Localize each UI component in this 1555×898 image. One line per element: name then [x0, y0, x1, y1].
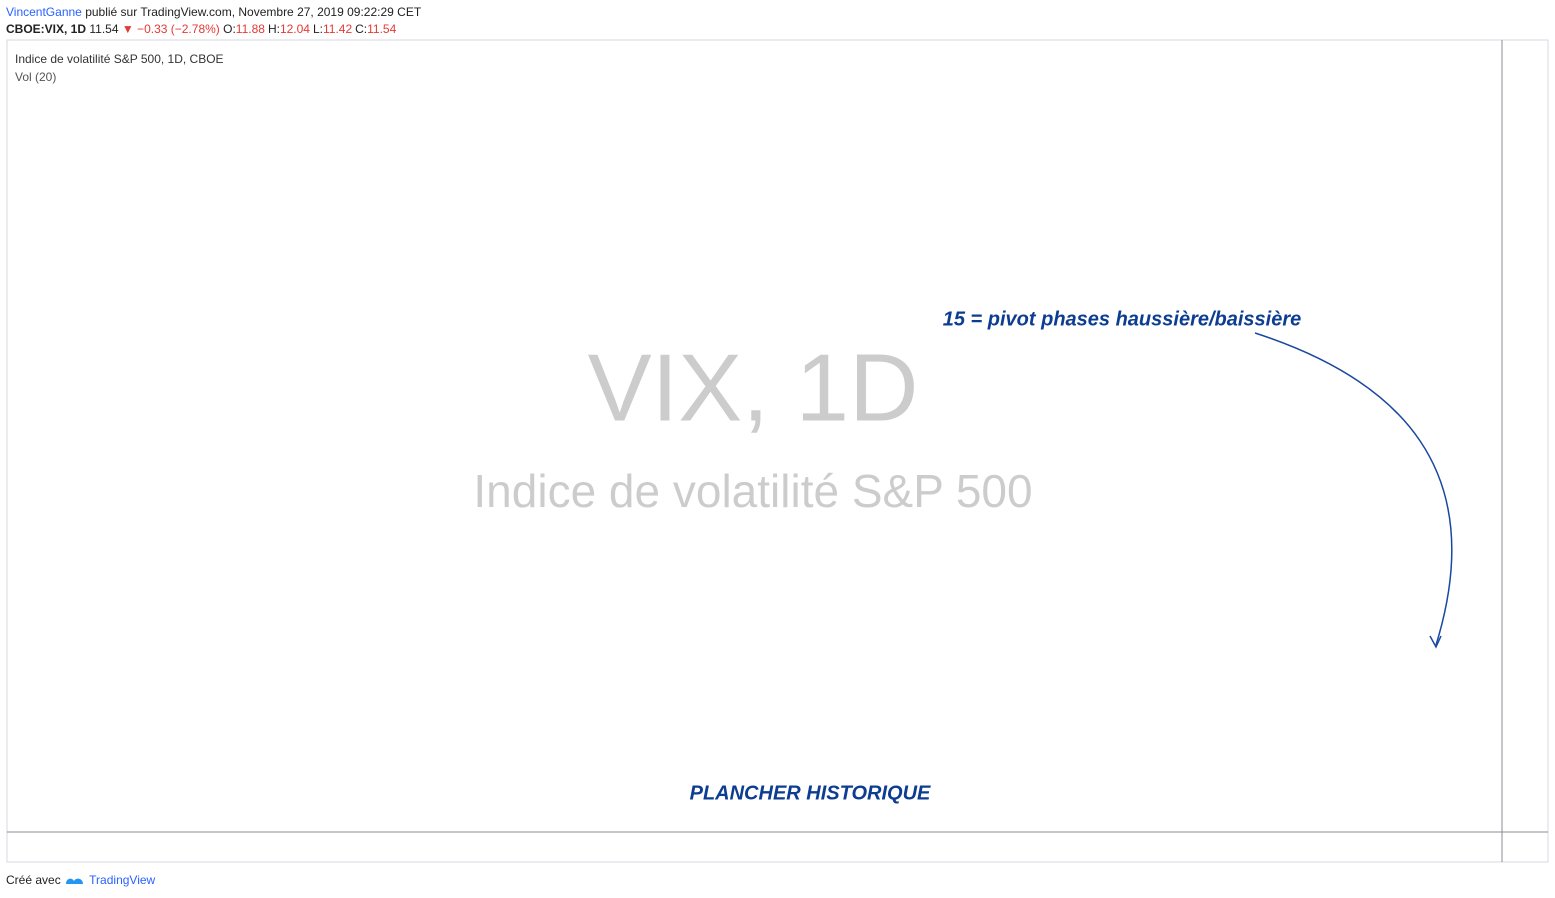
chart-subtitle: Vol (20)	[15, 70, 56, 84]
author[interactable]: VincentGanne	[6, 5, 82, 19]
arrow	[1254, 332, 1453, 646]
frame	[6, 39, 1549, 863]
field-label: C:	[355, 22, 368, 36]
publish-line: VincentGanne publié sur TradingView.com,…	[6, 5, 421, 19]
field-value: 11.88	[235, 22, 265, 36]
field-value: 12.04	[279, 22, 310, 36]
watermark: Indice de volatilité S&P 500	[473, 465, 1032, 517]
chart-title: Indice de volatilité S&P 500, 1D, CBOE	[15, 52, 224, 66]
annotation: PLANCHER HISTORIQUE	[690, 782, 931, 804]
symbol-line: CBOE:VIX, 1D 11.54 ▼ −0.33 (−2.78%) O:11…	[6, 22, 399, 36]
field-label: H:	[267, 22, 280, 36]
field-label: L:	[312, 22, 323, 36]
field-value: 11.54	[367, 22, 397, 36]
annotation: 15 = pivot phases haussière/baissière	[943, 308, 1302, 330]
logo	[66, 878, 84, 884]
footer-prefix: Créé avec	[6, 873, 61, 887]
last: 11.54	[89, 22, 119, 36]
ohlc-fields: O:11.88 H:12.04 L:11.42 C:11.54	[223, 22, 399, 36]
published: publié sur TradingView.com, Novembre 27,…	[85, 5, 422, 19]
change: ▼ −0.33 (−2.78%)	[121, 22, 220, 36]
watermark: VIX, 1D	[588, 334, 919, 441]
footer-brand[interactable]: TradingView	[89, 873, 156, 887]
symbol: CBOE:VIX, 1D	[6, 22, 87, 36]
footer: Créé avec TradingView	[6, 873, 155, 887]
field-label: O:	[223, 22, 236, 36]
field-value: 11.42	[322, 22, 353, 36]
arrow-head	[1429, 635, 1442, 649]
chart: VIX, 1D Indice de volatilité S&P 500 Ind…	[6, 39, 1549, 863]
